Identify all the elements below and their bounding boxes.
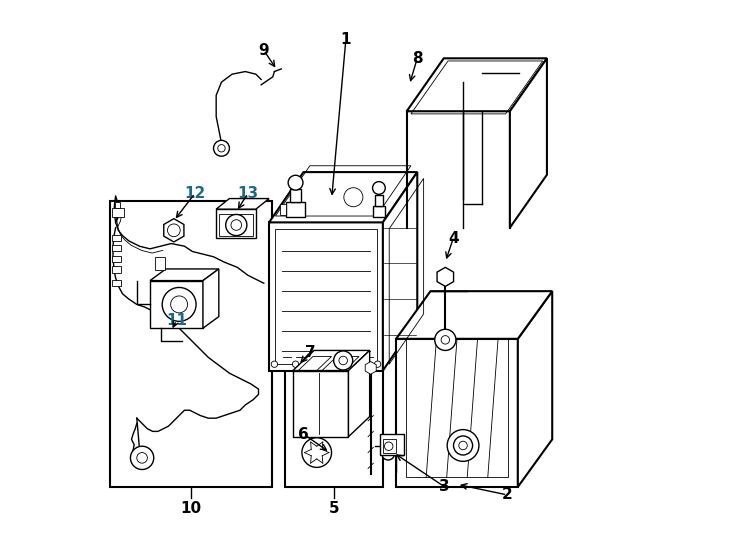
Bar [290,189,301,202]
Text: 7: 7 [305,345,316,360]
Polygon shape [396,291,552,339]
Bar [406,339,509,477]
Bar [217,209,256,238]
Circle shape [447,430,479,461]
Text: 4: 4 [448,231,459,246]
Circle shape [162,287,196,321]
Bar [380,434,404,455]
Circle shape [353,361,360,367]
Circle shape [218,145,225,152]
Bar [112,266,121,273]
Bar [112,245,121,252]
Text: 6: 6 [298,427,309,442]
Bar [112,207,123,217]
Text: 8: 8 [412,51,423,66]
Circle shape [292,361,299,367]
Bar [275,229,377,364]
Bar [150,281,203,328]
Circle shape [272,361,277,367]
Bar [156,256,165,270]
Text: 1: 1 [341,32,351,48]
Bar [285,318,383,487]
Polygon shape [150,269,219,281]
Bar [112,280,121,286]
Bar [269,222,383,370]
Polygon shape [293,350,370,370]
Polygon shape [217,199,269,209]
Bar [110,201,272,487]
Circle shape [131,446,153,469]
Polygon shape [517,291,552,487]
Circle shape [225,214,247,235]
Bar [112,234,121,241]
Text: 13: 13 [237,186,258,201]
Circle shape [441,336,449,344]
Text: 10: 10 [181,501,202,516]
Text: 5: 5 [329,501,339,516]
Bar [115,202,120,207]
Polygon shape [269,172,417,222]
Bar [286,202,305,217]
Polygon shape [383,172,417,370]
Polygon shape [349,350,370,437]
Bar [219,214,253,235]
Circle shape [344,188,363,207]
Circle shape [454,436,473,455]
Text: 9: 9 [258,43,269,58]
Circle shape [214,140,230,156]
Circle shape [374,361,381,367]
Bar [374,195,383,206]
Circle shape [288,176,303,190]
Polygon shape [203,269,219,328]
Bar [280,204,286,215]
Text: 3: 3 [440,480,450,495]
Text: 2: 2 [502,488,512,502]
Circle shape [334,351,353,370]
Bar [396,339,517,487]
Bar [112,256,121,262]
Circle shape [373,181,385,194]
Bar [293,370,349,437]
Text: 11: 11 [166,313,187,328]
Bar [383,440,396,453]
Polygon shape [510,58,547,228]
Bar [373,206,385,217]
Circle shape [435,329,456,350]
Polygon shape [407,58,547,111]
Text: 12: 12 [184,186,206,201]
Circle shape [459,441,468,450]
Circle shape [302,438,332,468]
Circle shape [382,447,394,460]
